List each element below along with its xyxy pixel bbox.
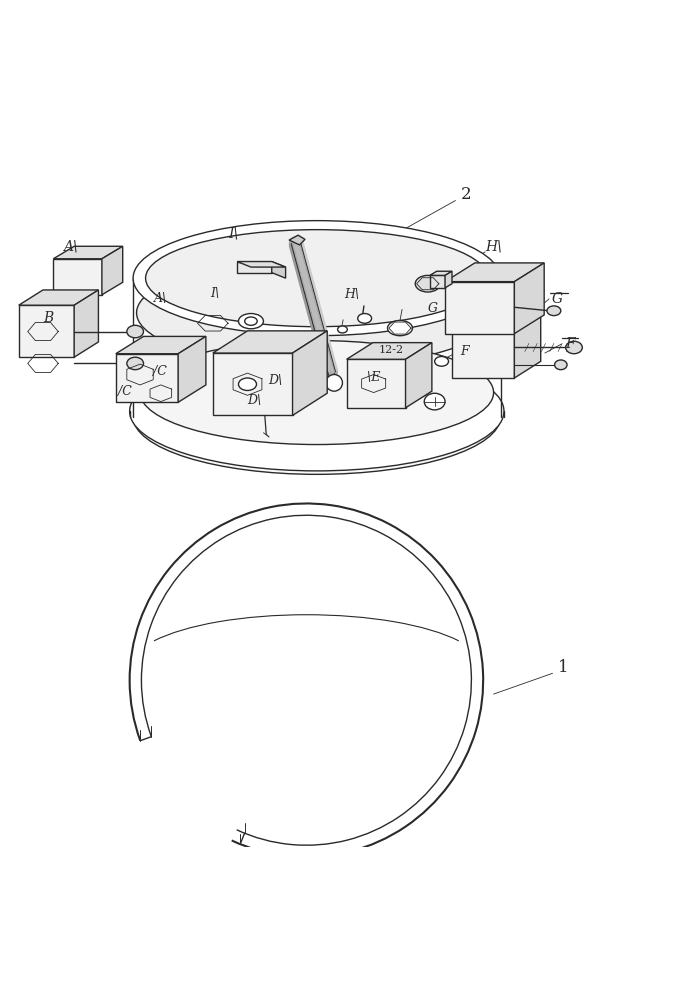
Ellipse shape xyxy=(133,221,500,336)
Ellipse shape xyxy=(133,359,500,474)
Text: D\: D\ xyxy=(268,374,283,387)
Text: H\: H\ xyxy=(485,239,502,253)
Polygon shape xyxy=(54,246,122,259)
Polygon shape xyxy=(237,262,285,267)
Polygon shape xyxy=(19,290,98,305)
Ellipse shape xyxy=(320,351,334,365)
Polygon shape xyxy=(213,353,292,415)
Ellipse shape xyxy=(303,291,317,304)
Text: /C: /C xyxy=(118,385,132,398)
Text: D\: D\ xyxy=(247,394,262,407)
Ellipse shape xyxy=(140,341,493,445)
Text: G: G xyxy=(427,302,438,315)
Ellipse shape xyxy=(547,306,561,316)
Ellipse shape xyxy=(129,352,504,471)
Text: A\: A\ xyxy=(155,292,168,305)
Polygon shape xyxy=(116,354,178,402)
Polygon shape xyxy=(54,259,102,295)
Polygon shape xyxy=(102,246,122,295)
Ellipse shape xyxy=(296,264,310,277)
Ellipse shape xyxy=(358,314,372,323)
Ellipse shape xyxy=(311,318,325,331)
Ellipse shape xyxy=(300,277,314,291)
Polygon shape xyxy=(237,262,271,273)
Ellipse shape xyxy=(145,230,488,327)
Polygon shape xyxy=(406,343,432,408)
Ellipse shape xyxy=(289,237,303,250)
Ellipse shape xyxy=(318,345,332,358)
Polygon shape xyxy=(445,263,544,282)
Polygon shape xyxy=(271,262,285,278)
Ellipse shape xyxy=(239,314,263,329)
Ellipse shape xyxy=(338,326,347,333)
Ellipse shape xyxy=(306,297,319,311)
Text: H\: H\ xyxy=(345,288,360,301)
Text: 12-2: 12-2 xyxy=(379,345,404,355)
Ellipse shape xyxy=(239,378,257,390)
Polygon shape xyxy=(292,331,327,415)
Polygon shape xyxy=(19,305,74,357)
Ellipse shape xyxy=(388,320,413,336)
Ellipse shape xyxy=(293,250,307,264)
Polygon shape xyxy=(445,282,514,334)
Text: F: F xyxy=(565,337,575,351)
Text: I\: I\ xyxy=(228,226,239,240)
Text: \E: \E xyxy=(367,371,380,384)
Ellipse shape xyxy=(308,304,321,318)
Polygon shape xyxy=(178,336,206,402)
Ellipse shape xyxy=(317,338,331,352)
Ellipse shape xyxy=(136,259,497,367)
Polygon shape xyxy=(445,271,452,288)
Ellipse shape xyxy=(326,375,342,391)
Ellipse shape xyxy=(416,275,440,292)
Polygon shape xyxy=(452,314,541,331)
Ellipse shape xyxy=(313,324,326,338)
Text: I\: I\ xyxy=(210,287,219,300)
Text: F: F xyxy=(460,345,469,358)
Polygon shape xyxy=(213,331,327,353)
Polygon shape xyxy=(452,331,514,378)
Polygon shape xyxy=(514,314,541,378)
Ellipse shape xyxy=(302,284,316,298)
Ellipse shape xyxy=(555,360,567,370)
Polygon shape xyxy=(430,275,445,288)
Ellipse shape xyxy=(425,393,445,410)
Ellipse shape xyxy=(298,270,312,284)
Ellipse shape xyxy=(309,311,323,325)
Text: /C: /C xyxy=(152,365,166,378)
Polygon shape xyxy=(347,359,406,408)
Polygon shape xyxy=(289,235,305,245)
Polygon shape xyxy=(116,336,206,354)
Ellipse shape xyxy=(245,317,258,325)
Polygon shape xyxy=(74,290,98,357)
Ellipse shape xyxy=(315,331,329,345)
Text: 2: 2 xyxy=(461,186,471,203)
Text: B: B xyxy=(43,311,54,325)
Text: A\: A\ xyxy=(63,240,78,254)
Ellipse shape xyxy=(322,358,335,372)
Ellipse shape xyxy=(291,243,305,257)
Text: 1: 1 xyxy=(557,659,568,676)
Ellipse shape xyxy=(294,257,308,271)
Ellipse shape xyxy=(435,357,448,366)
Text: G: G xyxy=(552,292,563,306)
Ellipse shape xyxy=(127,325,143,338)
Polygon shape xyxy=(347,343,432,359)
Ellipse shape xyxy=(324,365,338,379)
Polygon shape xyxy=(430,271,452,275)
Polygon shape xyxy=(514,263,544,334)
Ellipse shape xyxy=(566,341,583,354)
Ellipse shape xyxy=(127,357,143,370)
